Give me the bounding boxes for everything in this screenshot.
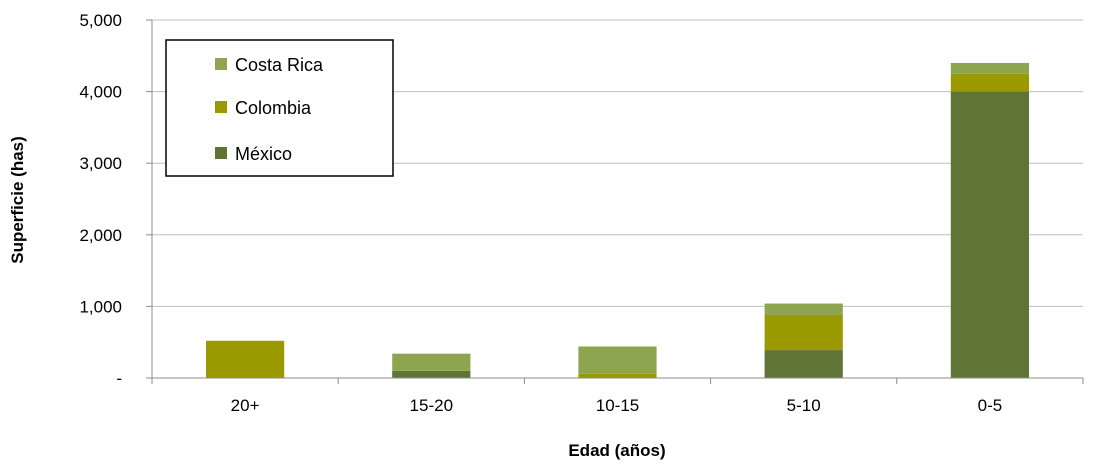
legend-label-mexico: México: [235, 144, 292, 164]
legend-swatch-colombia: [215, 101, 227, 113]
y-tick-label: 5,000: [79, 11, 122, 30]
x-tick-label: 20+: [231, 396, 260, 415]
legend-swatch-costa-rica: [215, 58, 227, 70]
bar-segment: [392, 353, 471, 371]
legend-box: [165, 39, 394, 177]
legend-label-colombia: Colombia: [235, 98, 312, 118]
legend: Costa Rica Colombia México: [165, 39, 394, 177]
bar-segment: [764, 350, 843, 378]
bar-segment: [764, 303, 843, 315]
y-tick-label: -: [116, 369, 122, 388]
bar-segment: [578, 346, 657, 374]
y-tick-label: 3,000: [79, 154, 122, 173]
bar-segment: [950, 62, 1030, 74]
x-tick-label: 5-10: [787, 396, 821, 415]
axes: [146, 19, 1084, 384]
y-tick-label: 4,000: [79, 83, 122, 102]
x-tick-label: 10-15: [596, 396, 639, 415]
legend-swatch-mexico: [215, 147, 227, 159]
bar-segment: [950, 73, 1030, 92]
x-tick-labels: 20+ 15-20 10-15 5-10 0-5: [231, 396, 1003, 415]
x-axis-title: Edad (años): [568, 441, 665, 460]
bar-segment: [578, 373, 657, 378]
x-tick-label: 0-5: [978, 396, 1003, 415]
legend-label-costa-rica: Costa Rica: [235, 55, 324, 75]
bar-segment: [764, 314, 843, 351]
bars: [205, 62, 1030, 378]
x-tick-label: 15-20: [410, 396, 453, 415]
y-tick-label: 2,000: [79, 226, 122, 245]
y-tick-label: 1,000: [79, 297, 122, 316]
y-tick-labels: - 1,000 2,000 3,000 4,000 5,000: [79, 11, 122, 388]
bar-segment: [392, 370, 471, 378]
bar-segment: [205, 340, 285, 378]
y-axis-title: Superficie (has): [8, 136, 27, 264]
bar-segment: [950, 91, 1030, 378]
